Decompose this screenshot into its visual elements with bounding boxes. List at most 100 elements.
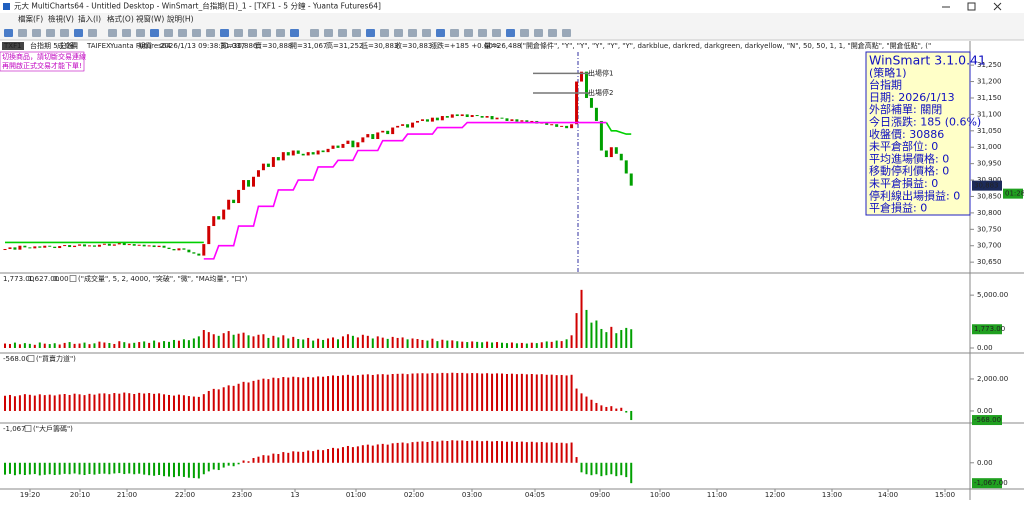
toolbar-button[interactable] xyxy=(136,29,145,37)
bar xyxy=(545,374,548,411)
bar xyxy=(505,343,508,348)
bar xyxy=(197,396,200,411)
candle xyxy=(177,248,181,251)
time-label: 15:00 xyxy=(935,491,955,499)
bar xyxy=(545,442,548,463)
chart-header-item: ("開倉條件", "Y", "Y", "Y", "Y", "Y", darkbl… xyxy=(520,41,931,50)
toolbar-button[interactable] xyxy=(380,29,389,37)
panel-close-box[interactable] xyxy=(24,425,32,432)
toolbar-button[interactable] xyxy=(262,29,271,37)
bar xyxy=(28,462,31,475)
bar xyxy=(560,374,563,411)
toolbar-button[interactable] xyxy=(394,29,403,37)
bar xyxy=(555,442,558,463)
window-controls[interactable] xyxy=(942,2,1002,11)
bar xyxy=(18,395,21,411)
bar xyxy=(590,462,593,476)
toolbar-button[interactable] xyxy=(310,29,319,37)
panel-close-box[interactable] xyxy=(27,355,35,362)
toolbar-button[interactable] xyxy=(192,29,201,37)
menu-item[interactable]: 檔案(F) xyxy=(18,14,43,24)
toolbar-button[interactable] xyxy=(74,29,83,37)
candle xyxy=(107,243,111,246)
candle xyxy=(266,163,270,167)
bar xyxy=(630,410,633,421)
bar xyxy=(38,394,41,411)
toolbar-button[interactable] xyxy=(178,29,187,37)
toolbar-button[interactable] xyxy=(234,29,243,37)
toolbar-button[interactable] xyxy=(4,29,13,37)
toolbar-button[interactable] xyxy=(352,29,361,37)
toolbar-button[interactable] xyxy=(464,29,473,37)
toolbar-button[interactable] xyxy=(206,29,215,37)
candle xyxy=(520,120,524,122)
menu-item[interactable]: 檢視(V) xyxy=(48,14,74,24)
toolbar-button[interactable] xyxy=(150,29,159,37)
candle xyxy=(495,117,499,120)
toolbar-button[interactable] xyxy=(478,29,487,37)
bar xyxy=(197,462,200,479)
bar xyxy=(466,342,469,348)
toolbar-button[interactable] xyxy=(220,29,229,37)
toolbar-button[interactable] xyxy=(422,29,431,37)
toolbar-button[interactable] xyxy=(562,29,571,37)
bar xyxy=(98,462,101,474)
toolbar-button[interactable] xyxy=(46,29,55,37)
candle xyxy=(242,180,246,190)
toolbar-button[interactable] xyxy=(436,29,445,37)
menu-item[interactable]: 格式(O) xyxy=(107,14,134,24)
info-box xyxy=(865,51,971,216)
time-label: 11:00 xyxy=(707,491,727,499)
bar xyxy=(227,462,230,466)
bar xyxy=(202,330,205,348)
bar xyxy=(595,462,598,475)
panel-close-box[interactable] xyxy=(69,275,77,282)
close-button[interactable] xyxy=(993,2,1002,11)
bar xyxy=(18,462,21,475)
toolbar-button[interactable] xyxy=(450,29,459,37)
candle xyxy=(351,140,355,148)
candle xyxy=(147,245,151,247)
candle xyxy=(92,245,96,247)
toolbar-button[interactable] xyxy=(122,29,131,37)
toolbar-button[interactable] xyxy=(18,29,27,37)
toolbar-button[interactable] xyxy=(164,29,173,37)
toolbar-button[interactable] xyxy=(338,29,347,37)
candle xyxy=(609,147,613,158)
chart-header-item: 台指期 5 分鐘 xyxy=(30,41,74,50)
bar xyxy=(23,394,26,411)
bar xyxy=(381,337,384,348)
toolbar-button[interactable] xyxy=(324,29,333,37)
maximize-button[interactable] xyxy=(967,2,976,11)
bar xyxy=(312,340,315,348)
toolbar-button[interactable] xyxy=(408,29,417,37)
toolbar-button[interactable] xyxy=(88,29,97,37)
toolbar-button[interactable] xyxy=(248,29,257,37)
bar xyxy=(371,374,374,411)
menu-item[interactable]: 插入(I) xyxy=(78,14,101,24)
bar xyxy=(28,394,31,411)
bar xyxy=(346,445,349,463)
menu-item[interactable]: 說明(H) xyxy=(167,14,194,24)
toolbar-button[interactable] xyxy=(548,29,557,37)
toolbar-button[interactable] xyxy=(492,29,501,37)
toolbar-button[interactable] xyxy=(534,29,543,37)
toolbar-button[interactable] xyxy=(32,29,41,37)
toolbar-button[interactable] xyxy=(366,29,375,37)
toolbar-button[interactable] xyxy=(60,29,69,37)
bar xyxy=(610,462,613,475)
toolbar-button[interactable] xyxy=(520,29,529,37)
toolbar-button[interactable] xyxy=(290,29,299,37)
bar xyxy=(376,336,379,348)
bar xyxy=(33,395,36,411)
toolbar-button[interactable] xyxy=(506,29,515,37)
info-box-line: (策略1) xyxy=(869,65,907,79)
candle xyxy=(286,152,290,156)
bar xyxy=(103,393,106,411)
bar xyxy=(262,455,265,463)
toolbar-button[interactable] xyxy=(108,29,117,37)
menu-item[interactable]: 視窗(W) xyxy=(136,14,164,24)
toolbar-button[interactable] xyxy=(276,29,285,37)
bar xyxy=(58,344,61,348)
bar xyxy=(625,410,628,413)
